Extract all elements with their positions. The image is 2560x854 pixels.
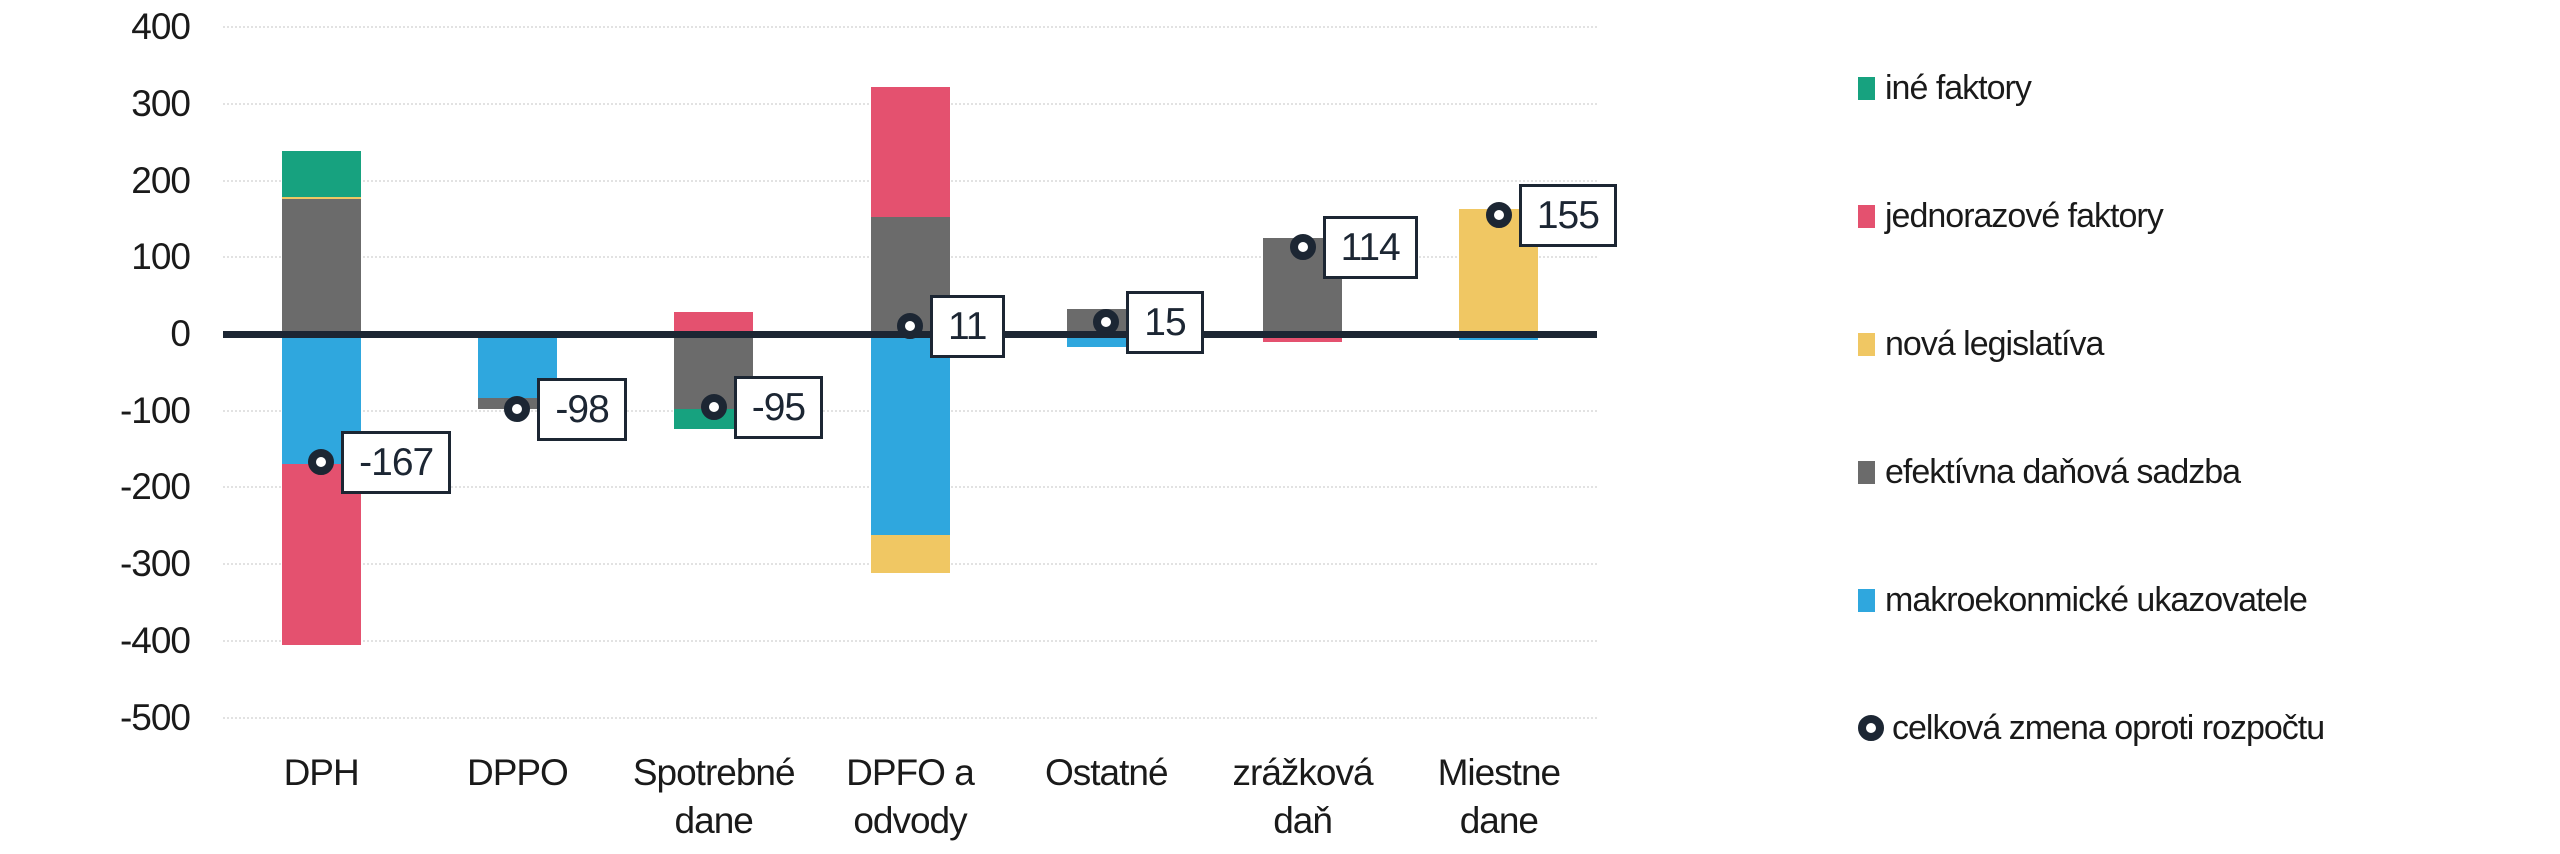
total-change-marker <box>1289 233 1316 260</box>
legend-item-label: nová legislatíva <box>1885 324 2104 363</box>
total-change-marker <box>1485 202 1512 229</box>
total-change-marker <box>897 312 923 339</box>
bar-segment <box>281 199 361 334</box>
total-change-marker <box>504 396 531 423</box>
legend-color-swatch-icon <box>1858 332 1875 356</box>
legend-color-swatch-icon <box>1858 76 1875 100</box>
data-label: 11 <box>930 294 1005 358</box>
category-label: Miestne dane <box>1437 752 1562 841</box>
data-label: 15 <box>1126 291 1204 355</box>
total-change-marker <box>700 393 727 420</box>
legend-item-5: makroekonmické ukazovatele <box>1858 580 2308 620</box>
legend-item-4: efektívna daňová sadzba <box>1858 452 2241 492</box>
y-tick-label: 100 <box>131 236 191 278</box>
legend-item-3: nová legislatíva <box>1858 324 2104 364</box>
data-label: -98 <box>537 378 627 442</box>
y-tick-label: -100 <box>119 389 191 431</box>
y-gridline <box>223 639 1597 642</box>
legend-item-label: efektívna daňová sadzba <box>1885 452 2241 491</box>
total-change-marker <box>308 449 335 476</box>
category-label: DPFO a odvody <box>846 752 975 841</box>
y-tick-label: 200 <box>131 159 191 201</box>
legend-item-2: jednorazové faktory <box>1858 196 2164 236</box>
y-tick-label: -400 <box>119 619 191 661</box>
category-label: DPH <box>283 752 360 793</box>
legend-item-6: celková zmena oproti rozpočtu <box>1858 708 2325 748</box>
data-label: 155 <box>1518 184 1617 248</box>
total-change-marker <box>1093 309 1120 336</box>
category-label: Ostatné <box>1044 752 1169 793</box>
bar-segment <box>674 311 754 334</box>
bar-segment <box>281 150 361 197</box>
legend-color-swatch-icon <box>1858 460 1875 484</box>
bar-segment <box>281 464 361 646</box>
y-tick-label: 0 <box>170 313 191 354</box>
legend-item-label: jednorazové faktory <box>1885 196 2164 235</box>
y-gridline <box>223 716 1597 719</box>
y-tick-label: -300 <box>119 543 191 585</box>
legend-item-1: iné faktory <box>1858 68 2032 108</box>
category-label: Spotrebné dane <box>632 752 796 841</box>
data-label: -95 <box>733 375 824 439</box>
category-label: zrážková daň <box>1232 752 1374 841</box>
legend-item-label: celková zmena oproti rozpočtu <box>1892 708 2325 747</box>
data-label: 114 <box>1322 215 1418 279</box>
legend-item-label: iné faktory <box>1885 68 2032 107</box>
data-label: -167 <box>341 431 452 495</box>
y-gridline <box>223 26 1597 29</box>
y-tick-label: -500 <box>119 696 191 738</box>
legend-color-swatch-icon <box>1858 588 1875 612</box>
y-tick-label: 400 <box>131 6 191 48</box>
category-label: DPPO <box>466 752 569 793</box>
bar-segment <box>870 334 950 535</box>
y-tick-label: -200 <box>119 466 191 508</box>
bar-segment <box>870 87 950 217</box>
legend-donut-marker-icon <box>1858 715 1884 741</box>
bar-segment <box>870 534 950 573</box>
bar-segment <box>1263 334 1343 343</box>
bar-segment <box>281 196 361 199</box>
legend-item-label: makroekonmické ukazovatele <box>1885 580 2308 619</box>
legend-color-swatch-icon <box>1858 204 1875 228</box>
y-tick-label: 300 <box>131 82 191 124</box>
